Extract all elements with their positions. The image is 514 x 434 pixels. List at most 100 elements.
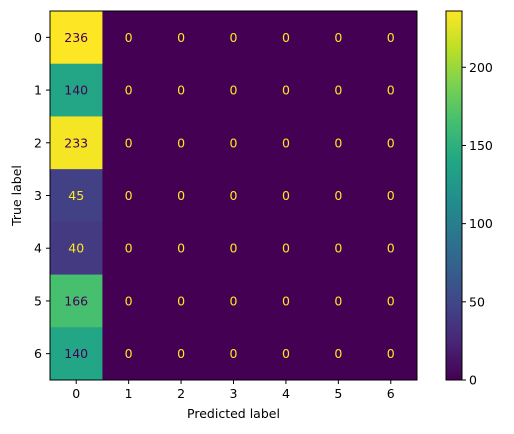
- cell-value-label: 0: [387, 188, 395, 203]
- heatmap-cell: [259, 327, 313, 381]
- cell-value-label: 0: [334, 83, 342, 98]
- cell-value-label: 0: [177, 188, 185, 203]
- y-tick-label: 6: [34, 346, 42, 361]
- heatmap-cell: [102, 63, 156, 117]
- cell-value-label: 0: [334, 30, 342, 45]
- cell-value-label: 0: [334, 135, 342, 150]
- colorbar-tick-label: 200: [469, 60, 493, 75]
- cell-value-label: 0: [387, 135, 395, 150]
- cell-value-label: 0: [177, 135, 185, 150]
- cell-value-labels: 236 0 0 0 0 0 0 140 0 0 0 0 0 0 233 0 0 0 0 0 0 45 0 0 0 0 0 0 40 0 0 0…: [64, 30, 395, 361]
- colorbar-tick-label: 150: [469, 138, 493, 153]
- cell-value-label: 0: [125, 135, 133, 150]
- cell-value-label: 0: [334, 188, 342, 203]
- heatmap-cell: [50, 327, 103, 381]
- cell-value-label: 0: [282, 293, 290, 308]
- cell-value-label: 0: [230, 293, 238, 308]
- heatmap-cell: [207, 221, 261, 276]
- cell-value-label: 0: [125, 293, 133, 308]
- heatmap-cell: [50, 274, 103, 328]
- cell-value-label: 0: [282, 188, 290, 203]
- colorbar-ticks: 0 50 100 150 200: [462, 60, 493, 388]
- heatmap-cell: [102, 221, 156, 276]
- cell-value-label: 0: [387, 241, 395, 256]
- heatmap-cell: [154, 11, 208, 65]
- cell-value-label: 0: [125, 188, 133, 203]
- colorbar: [446, 11, 462, 380]
- heatmap-cell: [259, 63, 313, 117]
- cell-value-label: 0: [177, 241, 185, 256]
- cell-value-label: 140: [64, 346, 88, 361]
- cell-value-label: 0: [334, 346, 342, 361]
- cell-value-label: 0: [230, 83, 238, 98]
- cell-value-label: 0: [282, 83, 290, 98]
- heatmap-cell: [312, 11, 366, 65]
- heatmap-cell: [312, 274, 366, 328]
- y-axis-ticks: 0 1 2 3 4 5 6: [34, 30, 50, 361]
- heatmap-cell: [50, 11, 103, 65]
- colorbar-tick-label: 0: [469, 373, 477, 388]
- heatmap-cell: [259, 221, 313, 276]
- cell-value-label: 236: [64, 30, 88, 45]
- heatmap-cell: [364, 63, 418, 117]
- heatmap-cell: [364, 327, 418, 381]
- cell-value-label: 0: [230, 346, 238, 361]
- y-tick-label: 1: [34, 83, 42, 98]
- cell-value-label: 0: [125, 83, 133, 98]
- heatmap-cell: [364, 11, 418, 65]
- heatmap-cell: [207, 116, 261, 170]
- cell-value-label: 0: [230, 135, 238, 150]
- heatmap-cell: [50, 63, 103, 117]
- cell-value-label: 0: [282, 135, 290, 150]
- heatmap-cell: [154, 169, 208, 223]
- heatmap-cell: [102, 11, 156, 65]
- heatmap-cell: [312, 63, 366, 117]
- x-tick-label: 0: [72, 386, 80, 401]
- x-tick-label: 1: [125, 386, 133, 401]
- heatmap-cell: [102, 274, 156, 328]
- cell-value-label: 0: [387, 293, 395, 308]
- heatmap-cell: [102, 327, 156, 381]
- colorbar-tick-label: 50: [469, 294, 485, 309]
- heatmap-cell: [207, 327, 261, 381]
- heatmap-cell: [312, 169, 366, 223]
- heatmap-cells: [50, 11, 418, 381]
- cell-value-label: 0: [387, 83, 395, 98]
- heatmap-cell: [364, 116, 418, 170]
- heatmap-cell: [102, 116, 156, 170]
- heatmap-cell: [312, 116, 366, 170]
- cell-value-label: 233: [64, 135, 88, 150]
- cell-value-label: 0: [387, 30, 395, 45]
- y-axis-label: True label: [9, 165, 24, 227]
- heatmap-cell: [154, 221, 208, 276]
- y-tick-label: 2: [34, 135, 42, 150]
- cell-value-label: 0: [230, 30, 238, 45]
- heatmap-cell: [364, 274, 418, 328]
- heatmap-cell: [207, 169, 261, 223]
- cell-value-label: 0: [282, 346, 290, 361]
- colorbar-tick-label: 100: [469, 216, 493, 231]
- cell-value-label: 166: [64, 293, 88, 308]
- heatmap-cell: [50, 116, 103, 170]
- heatmap-cell: [154, 274, 208, 328]
- x-tick-label: 2: [177, 386, 185, 401]
- heatmap-cell: [364, 221, 418, 276]
- cell-value-label: 0: [125, 241, 133, 256]
- cell-value-label: 0: [177, 346, 185, 361]
- y-tick-label: 5: [34, 293, 42, 308]
- cell-value-label: 45: [68, 188, 84, 203]
- heatmap-cell: [259, 169, 313, 223]
- heatmap-cell: [259, 11, 313, 65]
- heatmap-cell: [259, 274, 313, 328]
- cell-value-label: 0: [334, 293, 342, 308]
- y-tick-label: 0: [34, 30, 42, 45]
- cell-value-label: 0: [282, 30, 290, 45]
- x-tick-label: 4: [282, 386, 290, 401]
- y-tick-label: 4: [34, 241, 42, 256]
- cell-value-label: 0: [125, 30, 133, 45]
- cell-value-label: 0: [230, 241, 238, 256]
- heatmap-cell: [50, 169, 103, 223]
- x-axis-ticks: 0 1 2 3 4 5 6: [72, 380, 395, 401]
- heatmap-cell: [154, 327, 208, 381]
